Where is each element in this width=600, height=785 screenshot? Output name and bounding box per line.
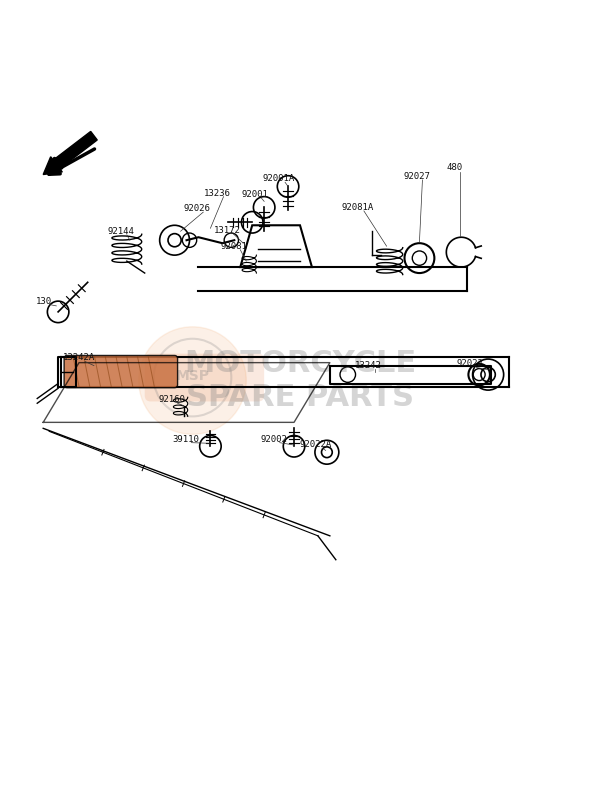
Text: 13236: 13236 <box>204 188 231 198</box>
Text: 13172: 13172 <box>214 225 241 235</box>
FancyBboxPatch shape <box>64 356 178 388</box>
Text: MSP: MSP <box>175 370 209 383</box>
Text: 92001A: 92001A <box>263 174 295 183</box>
Circle shape <box>139 327 246 434</box>
Text: MOTORCYCLE
SPARE PARTS: MOTORCYCLE SPARE PARTS <box>184 349 416 412</box>
Text: 480: 480 <box>446 163 462 173</box>
Text: 130: 130 <box>37 297 52 305</box>
Text: MOTORCYCLE
SPARE PARTS: MOTORCYCLE SPARE PARTS <box>184 349 416 412</box>
Text: 92022: 92022 <box>457 360 484 368</box>
Text: 92027: 92027 <box>403 172 430 181</box>
Text: 92160: 92160 <box>158 395 185 404</box>
Text: 92022A: 92022A <box>300 440 332 449</box>
Text: 13242: 13242 <box>355 361 382 370</box>
Text: 13242A: 13242A <box>63 353 95 363</box>
FancyArrow shape <box>43 131 97 174</box>
Text: 92026: 92026 <box>184 204 211 213</box>
Text: 92081A: 92081A <box>342 203 374 212</box>
Text: 39110: 39110 <box>172 435 199 444</box>
Text: 92081: 92081 <box>221 242 248 250</box>
Text: 92002: 92002 <box>260 435 287 444</box>
Text: 92144: 92144 <box>107 227 134 236</box>
Text: 92001: 92001 <box>242 190 269 199</box>
FancyBboxPatch shape <box>145 354 264 401</box>
